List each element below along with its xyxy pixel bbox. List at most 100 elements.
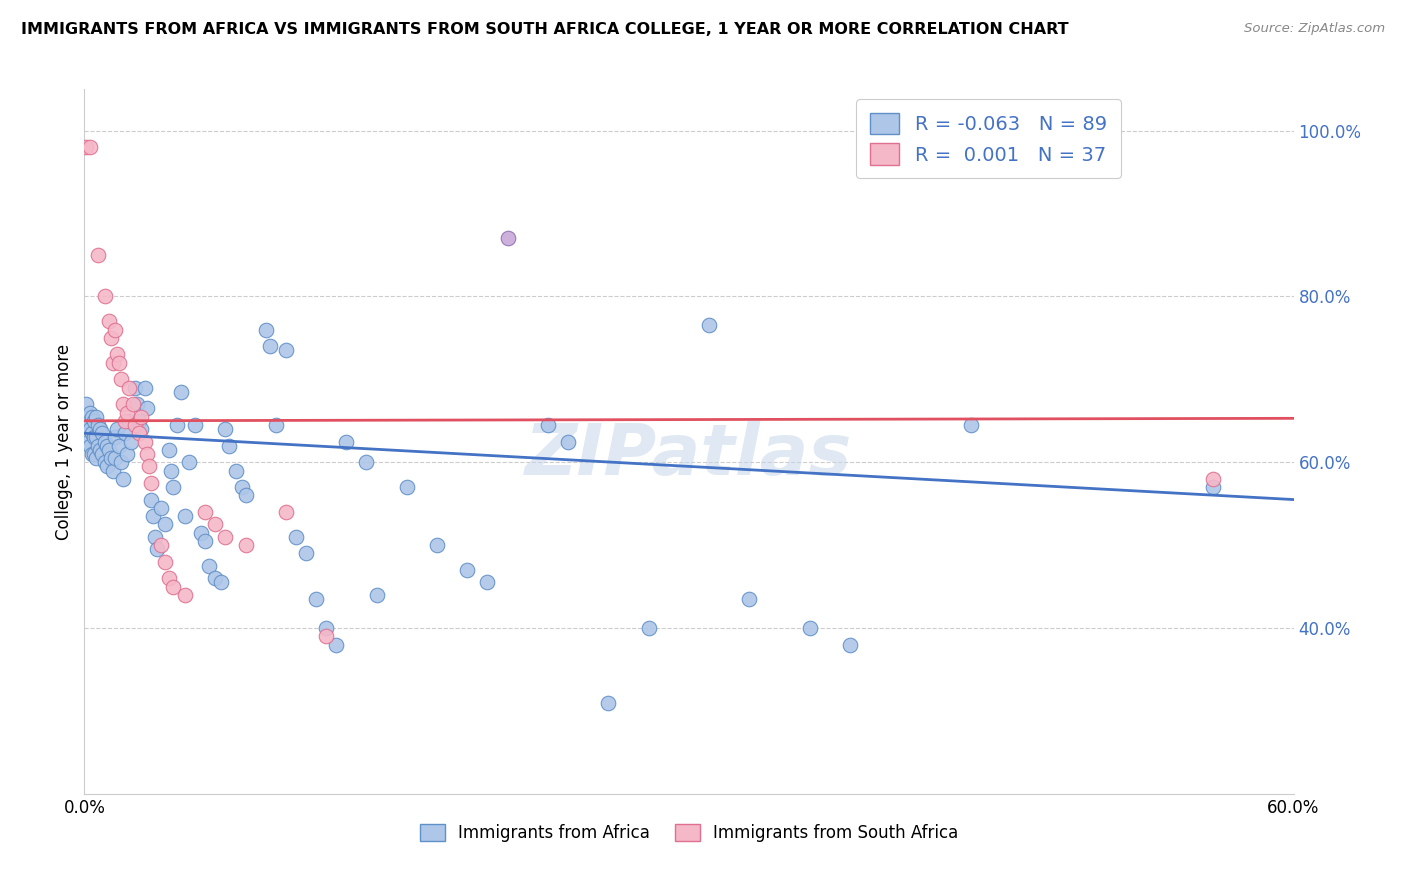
Point <box>100 331 122 345</box>
Point <box>83 430 105 444</box>
Point <box>101 464 124 478</box>
Point <box>114 426 136 441</box>
Point <box>231 480 253 494</box>
Point <box>218 439 240 453</box>
Y-axis label: College, 1 year or more: College, 1 year or more <box>55 343 73 540</box>
Point <box>697 318 720 333</box>
Point <box>204 571 226 585</box>
Text: Source: ZipAtlas.com: Source: ZipAtlas.com <box>1244 22 1385 36</box>
Point <box>274 343 297 358</box>
Point <box>142 509 165 524</box>
Point <box>104 430 127 444</box>
Point <box>129 409 152 424</box>
Text: IMMIGRANTS FROM AFRICA VS IMMIGRANTS FROM SOUTH AFRICA COLLEGE, 1 YEAR OR MORE C: IMMIGRANTS FROM AFRICA VS IMMIGRANTS FRO… <box>21 22 1069 37</box>
Point <box>128 426 150 441</box>
Point <box>285 530 308 544</box>
Point <box>598 696 620 710</box>
Point <box>305 592 328 607</box>
Point <box>259 339 281 353</box>
Point <box>86 409 108 424</box>
Point <box>91 447 114 461</box>
Point <box>738 592 761 607</box>
Point <box>86 451 108 466</box>
Point <box>89 442 111 457</box>
Point <box>190 525 212 540</box>
Point <box>537 417 560 432</box>
Point <box>153 517 176 532</box>
Point <box>114 414 136 428</box>
Point <box>426 538 449 552</box>
Point <box>839 638 862 652</box>
Point <box>295 546 318 560</box>
Point <box>225 464 247 478</box>
Point <box>162 480 184 494</box>
Point <box>264 417 287 432</box>
Point <box>274 505 297 519</box>
Point <box>86 430 108 444</box>
Point <box>1202 480 1225 494</box>
Point <box>121 397 143 411</box>
Point <box>82 426 104 441</box>
Point <box>135 447 157 461</box>
Point <box>87 248 110 262</box>
Text: ZIPatlas: ZIPatlas <box>526 421 852 490</box>
Point <box>110 455 132 469</box>
Point <box>75 397 97 411</box>
Point <box>97 442 120 457</box>
Point <box>125 397 148 411</box>
Point <box>214 422 236 436</box>
Point <box>194 505 217 519</box>
Point <box>111 472 134 486</box>
Point <box>153 555 176 569</box>
Point <box>209 575 232 590</box>
Point <box>1202 472 1225 486</box>
Point <box>166 417 188 432</box>
Point <box>77 434 100 449</box>
Point <box>179 455 201 469</box>
Point <box>83 447 105 461</box>
Point <box>128 414 150 428</box>
Point <box>135 401 157 416</box>
Point <box>335 434 357 449</box>
Point <box>325 638 347 652</box>
Point <box>139 475 162 490</box>
Point <box>477 575 499 590</box>
Point <box>124 381 146 395</box>
Point <box>149 538 172 552</box>
Point <box>91 426 114 441</box>
Point <box>170 384 193 399</box>
Legend: Immigrants from Africa, Immigrants from South Africa: Immigrants from Africa, Immigrants from … <box>413 817 965 849</box>
Point <box>960 417 983 432</box>
Point <box>100 451 122 466</box>
Point <box>143 530 166 544</box>
Point <box>395 480 418 494</box>
Point <box>115 447 138 461</box>
Point <box>235 488 257 502</box>
Point <box>83 414 105 428</box>
Point <box>97 314 120 328</box>
Point <box>149 500 172 515</box>
Point <box>315 621 337 635</box>
Point <box>134 381 156 395</box>
Point <box>194 534 217 549</box>
Point <box>366 588 388 602</box>
Point <box>96 439 118 453</box>
Point <box>157 571 180 585</box>
Point <box>110 372 132 386</box>
Point <box>79 140 101 154</box>
Point <box>146 542 169 557</box>
Point <box>235 538 257 552</box>
Point <box>204 517 226 532</box>
Point <box>120 434 142 449</box>
Point <box>93 455 115 469</box>
Point <box>456 563 478 577</box>
Point <box>198 558 221 573</box>
Point <box>105 347 128 361</box>
Point <box>79 405 101 419</box>
Point <box>174 509 197 524</box>
Point <box>89 422 111 436</box>
Point <box>124 417 146 432</box>
Point <box>139 492 162 507</box>
Point <box>104 451 127 466</box>
Point <box>101 356 124 370</box>
